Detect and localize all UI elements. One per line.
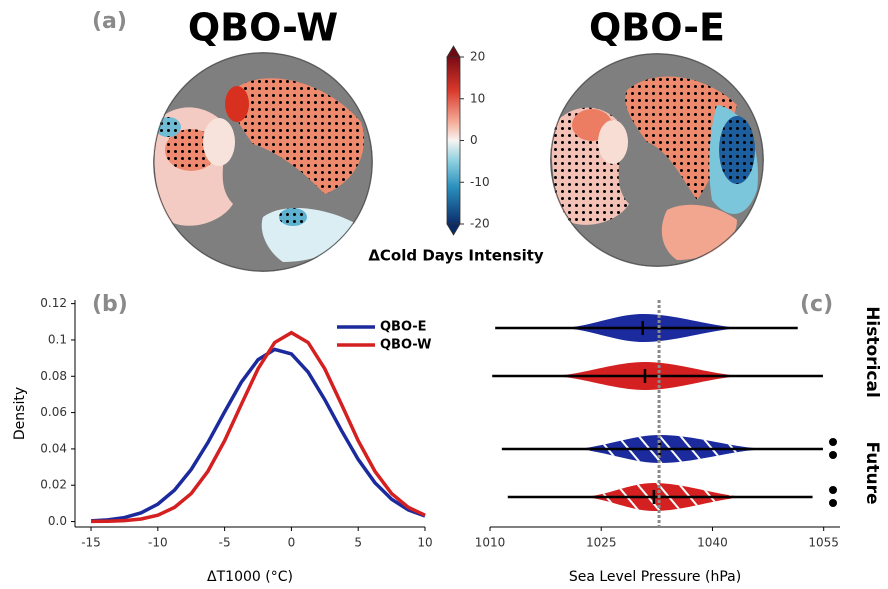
- density-line: [91, 330, 426, 524]
- colorbar-tick-label: -10: [470, 175, 490, 189]
- colorbar-label: ΔCold Days Intensity: [368, 247, 544, 265]
- x-tick-label: -5: [219, 536, 231, 550]
- x-tick-label: 1025: [586, 536, 617, 550]
- density-line: [90, 347, 426, 523]
- x-tick-label: 1010: [475, 536, 506, 550]
- y-tick-label: 0.06: [40, 405, 67, 419]
- y-tick-label: 0.02: [40, 478, 67, 492]
- y-tick-label: 0.08: [40, 369, 67, 383]
- y-tick-label: 0.1: [48, 332, 67, 346]
- group-label: Future: [862, 441, 882, 504]
- colorbar: [446, 56, 461, 225]
- y-tick-label: 0.0: [48, 514, 67, 528]
- colorbar-tick-label: 0: [470, 133, 478, 147]
- x-tick-label: 10: [417, 536, 432, 550]
- map-qbo-w: [153, 52, 373, 272]
- map-qbo-e: [550, 53, 764, 267]
- legend-label: QBO-W: [380, 338, 431, 353]
- y-tick-label: 0.12: [40, 296, 67, 310]
- significance-markers: [829, 438, 837, 507]
- legend-label: QBO-E: [380, 320, 427, 335]
- group-label: Historical: [862, 306, 882, 398]
- x-tick-label: 1055: [808, 536, 839, 550]
- x-axis-label: ΔT1000 (°C): [207, 569, 293, 585]
- colorbar-tick-label: -20: [470, 217, 490, 231]
- panel-label: (c): [800, 292, 833, 317]
- x-axis-label: Sea Level Pressure (hPa): [569, 569, 741, 585]
- colorbar-tick-label: 10: [470, 91, 485, 105]
- colorbar-extend-bottom: [446, 223, 461, 236]
- panel-label: (a): [92, 9, 127, 34]
- map-title: QBO-W: [188, 6, 338, 50]
- x-tick-label: -15: [81, 536, 101, 550]
- x-tick-label: 5: [354, 536, 362, 550]
- x-tick-label: 0: [288, 536, 296, 550]
- colorbar-extend-top: [446, 45, 461, 58]
- y-tick-label: 0.04: [40, 441, 67, 455]
- x-tick-label: -10: [148, 536, 168, 550]
- y-axis-label: Density: [12, 387, 28, 440]
- x-tick-label: 1040: [697, 536, 728, 550]
- panel-label: (b): [92, 292, 128, 317]
- colorbar-tick-label: 20: [470, 50, 485, 64]
- map-title: QBO-E: [589, 6, 725, 50]
